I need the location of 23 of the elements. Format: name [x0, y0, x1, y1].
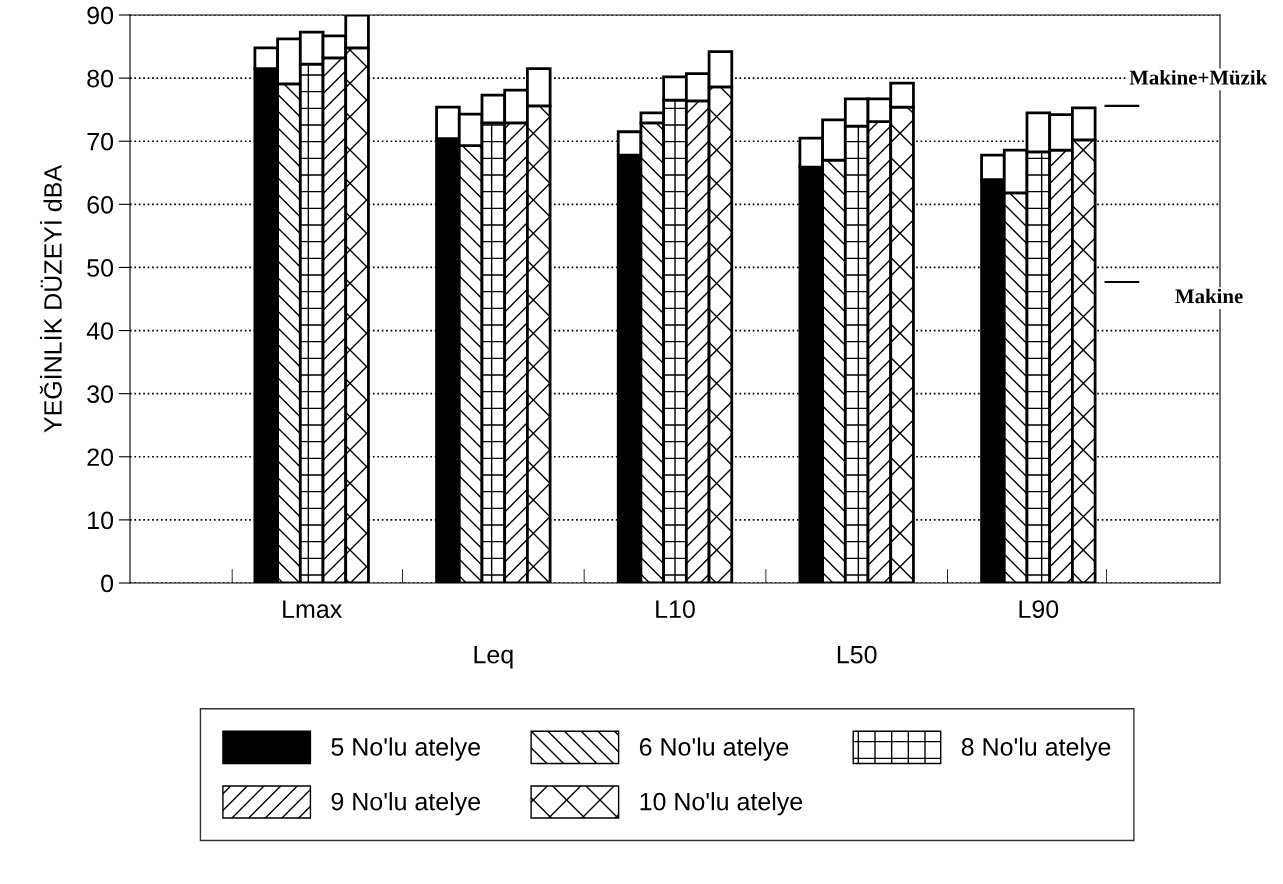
legend-label: 6 No'lu atelye [639, 737, 789, 761]
text: Makine [1175, 288, 1243, 304]
legend-label: 10 No'lu atelye [640, 792, 803, 816]
x-tick-label: Leq [474, 646, 513, 669]
y-tick-label: 90 [87, 6, 114, 25]
legend-label: 9 No'lu atelye [331, 792, 481, 816]
legend-label: 8 No'lu atelye [961, 737, 1111, 761]
y-tick-label: 0 [101, 574, 114, 593]
y-tick-label: 50 [87, 259, 114, 277]
y-tick-label: 70 [87, 132, 114, 151]
text: Makine+Müzik [1129, 69, 1268, 85]
y-tick-label: 20 [87, 448, 114, 467]
y-tick-label: 60 [87, 195, 114, 214]
x-tick-label: L10 [656, 600, 695, 619]
y-tick-label: 30 [87, 385, 114, 403]
y-axis-title: YEĞİNLİK DÜZEYİ dBA [39, 164, 62, 433]
x-tick-label: Lmax [283, 600, 342, 619]
x-tick-label: L90 [1019, 600, 1059, 619]
y-tick-label: 80 [87, 69, 114, 88]
y-tick-label: 40 [86, 322, 114, 340]
y-tick-label: 10 [88, 511, 114, 530]
legend-label: 5 No'lu atelye [331, 737, 481, 761]
x-tick-label: L50 [837, 645, 877, 664]
